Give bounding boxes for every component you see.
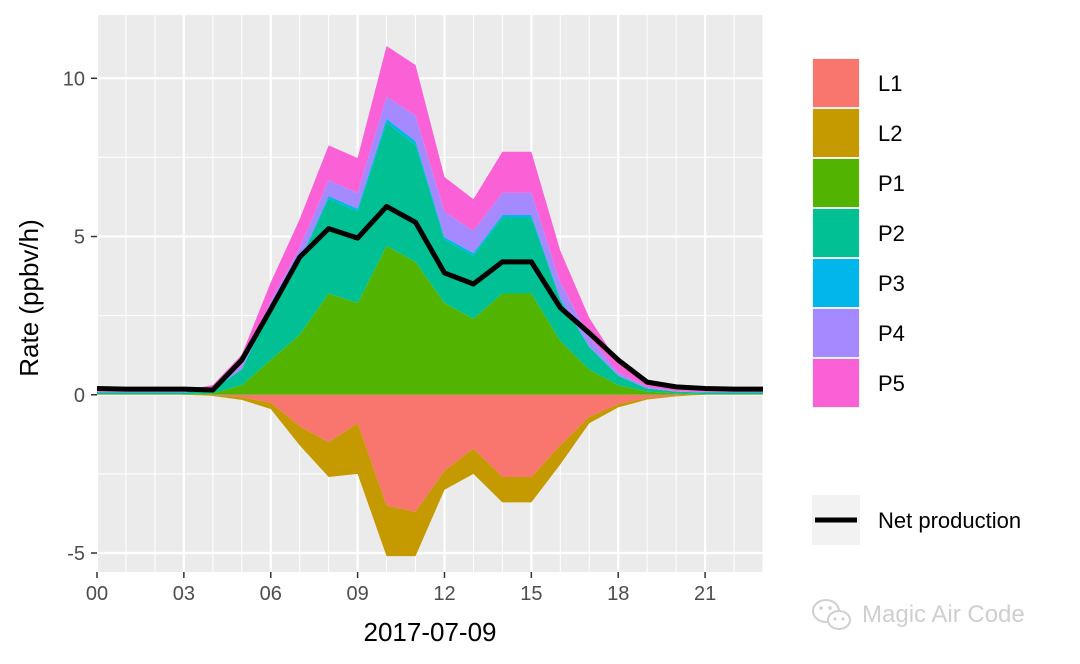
x-tick-label: 15: [520, 583, 542, 605]
legend-label: L2: [878, 121, 902, 146]
area-p1: [97, 246, 763, 395]
legend-label: P5: [878, 371, 905, 396]
legend-label: P2: [878, 221, 905, 246]
y-axis-title: Rate (ppbv/h): [14, 219, 44, 377]
legend-swatch-p5: [813, 359, 859, 407]
net-production-line: [96, 203, 763, 393]
legend-swatch-p2: [813, 209, 859, 257]
x-tick-label: 21: [694, 583, 716, 605]
legend-label: P4: [878, 321, 905, 346]
legend-swatch-p1: [813, 159, 859, 207]
legend-swatch-l1: [813, 59, 859, 107]
x-tick-label: 06: [260, 583, 282, 605]
legend-swatch-l2: [813, 109, 859, 157]
legend-label: Net production: [878, 508, 1021, 533]
x-tick-label: 00: [86, 583, 108, 605]
x-tick-label: 12: [433, 583, 455, 605]
net-production-line-layer: [96, 203, 763, 393]
legend-label: L1: [878, 71, 902, 96]
legend: L1 L2 P1 P2 P3 P4 P5 Net production: [812, 58, 1021, 545]
legend-label: P1: [878, 171, 905, 196]
y-tick-label: 10: [63, 68, 85, 90]
y-tick-label: -5: [67, 543, 85, 565]
axes: 00 03 06 09 12 15 18 21 -5 0 5 10: [63, 68, 716, 605]
area-p5: [97, 46, 763, 392]
y-tick-label: 5: [74, 227, 85, 249]
legend-swatch-p3: [813, 259, 859, 307]
area-l1: [97, 394, 763, 512]
legend-label: P3: [878, 271, 905, 296]
watermark: Magic Air Code: [812, 599, 1025, 630]
x-tick-label: 03: [173, 583, 195, 605]
x-tick-label: 09: [346, 583, 368, 605]
legend-swatch-p4: [813, 309, 859, 357]
watermark-text: Magic Air Code: [862, 601, 1025, 628]
y-tick-label: 0: [74, 385, 85, 407]
x-axis-title: 2017-07-09: [364, 617, 497, 647]
x-tick-label: 18: [607, 583, 629, 605]
wechat-icon: [812, 599, 851, 630]
